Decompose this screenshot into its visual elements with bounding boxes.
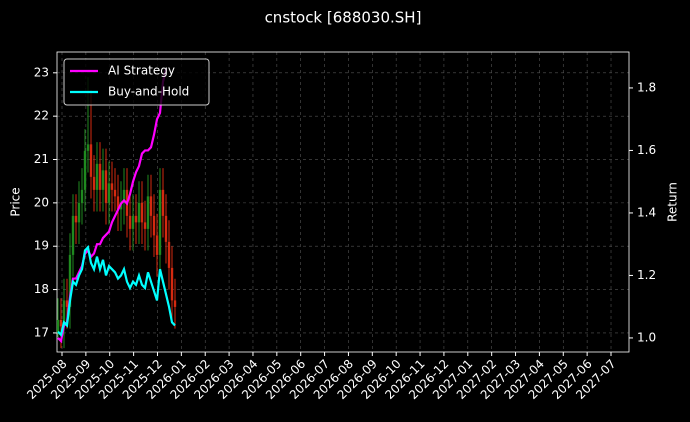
y-tick-label: 18 [34, 282, 49, 296]
y-tick-label: 22 [34, 109, 49, 123]
candle-body [74, 215, 78, 223]
candle-body [98, 163, 102, 190]
legend-label: Buy-and-Hold [108, 85, 189, 99]
y2-tick-label: 1.0 [637, 330, 656, 344]
legend-box [63, 58, 210, 106]
candle-body [62, 300, 66, 327]
candle-body [71, 215, 75, 255]
candle-body [137, 202, 141, 223]
candle-body [122, 189, 126, 203]
y2-tick-label: 1.8 [637, 80, 656, 94]
candle-body [113, 189, 117, 197]
candle-body [161, 189, 165, 216]
candle-body [56, 319, 60, 333]
chart-title: cnstock [688030.SH] [265, 9, 422, 27]
candle-body [86, 144, 90, 151]
candle-body [104, 170, 108, 203]
candle-body [95, 163, 99, 190]
series-line [57, 68, 168, 344]
candle-body [89, 144, 93, 177]
candle-body [170, 267, 174, 301]
candle-body [80, 189, 84, 203]
y-tick-label: 17 [34, 325, 49, 339]
candle-body [152, 215, 156, 236]
candle-body [110, 183, 114, 190]
candle-body [131, 215, 135, 229]
candle-body [83, 150, 87, 190]
y2-tick-label: 1.2 [637, 268, 656, 282]
legend-label: AI Strategy [108, 64, 175, 78]
candle-body [119, 202, 123, 210]
series-line [57, 245, 176, 338]
y2-axis-label: Return [666, 182, 680, 222]
candle-body [155, 235, 159, 255]
candle-body [65, 300, 69, 307]
candle-body [143, 222, 147, 229]
candle-body [149, 196, 153, 216]
legend: AI Strategy Buy-and-Hold [63, 58, 210, 106]
y-axis-label: Price [9, 187, 23, 216]
candle-body [140, 202, 144, 223]
y2-tick-label: 1.6 [637, 143, 656, 157]
candle-body [107, 183, 111, 203]
candle-body [59, 319, 63, 327]
candle-body [68, 254, 72, 307]
candle-body [128, 215, 132, 229]
candle-body [116, 196, 120, 210]
y2-tick-label: 1.4 [637, 205, 656, 219]
candle-body [92, 176, 96, 190]
y-tick-label: 23 [34, 65, 49, 79]
y-tick-label: 20 [34, 195, 49, 209]
candle-body [101, 170, 105, 190]
candle-body [173, 300, 177, 307]
candle-body [167, 241, 171, 268]
candle-body [134, 215, 138, 223]
y-tick-label: 19 [34, 239, 49, 253]
candle-body [158, 189, 162, 255]
y-tick-label: 21 [34, 152, 49, 166]
candle-body [146, 196, 150, 229]
candle-body [164, 215, 168, 242]
candle-body [77, 202, 81, 223]
plot-frame [56, 51, 630, 353]
